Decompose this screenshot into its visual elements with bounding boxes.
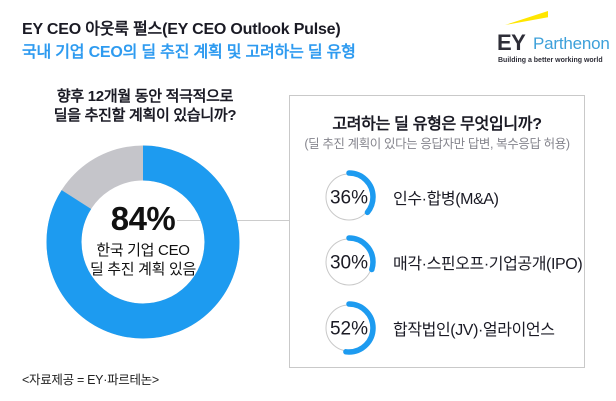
- deal-type-row-ma: 36% 인수·합병(M&A): [320, 168, 499, 226]
- donut-caption: 한국 기업 CEO 딜 추진 계획 있음: [90, 241, 196, 279]
- gauge-percent-value: 52%: [330, 319, 368, 340]
- ey-parthenon-logo: EY Parthenon Building a better working w…: [494, 8, 612, 68]
- donut-percent-value: 84%: [110, 199, 176, 237]
- donut-value-segment: [46, 145, 240, 339]
- question-line-1: 향후 12개월 동안 적극적으로: [56, 88, 234, 105]
- gauge-chart-ma: 36%: [322, 170, 376, 224]
- gauge-value-arc: [322, 170, 376, 224]
- gauge-percent-value: 36%: [330, 188, 368, 209]
- gauge-chart-jv-alliance: 52%: [322, 301, 376, 355]
- gauge-chart-divest-ipo: 30%: [322, 235, 376, 289]
- source-credit: <자료제공 = EY·파르테논>: [22, 373, 159, 387]
- deal-type-label: 매각·스핀오프·기업공개(IPO): [393, 256, 583, 273]
- logo-parthenon-text: Parthenon: [533, 34, 610, 53]
- panel-heading: 고려하는 딜 유형은 무엇입니까?: [332, 116, 542, 133]
- donut-caption-line-2: 딜 추진 계획 있음: [89, 260, 197, 278]
- deal-plan-donut-chart: [46, 145, 240, 339]
- ey-beam-icon: [505, 11, 548, 25]
- donut-caption-line-1: 한국 기업 CEO: [96, 241, 190, 259]
- question-line-2: 딜을 추진할 계획이 있습니까?: [53, 107, 237, 124]
- deal-type-row-divest-ipo: 30% 매각·스핀오프·기업공개(IPO): [320, 233, 583, 291]
- page-subtitle: 국내 기업 CEO의 딜 추진 계획 및 고려하는 딜 유형: [22, 44, 356, 61]
- page-title: EY CEO 아웃룩 펄스(EY CEO Outlook Pulse): [22, 21, 341, 38]
- deal-types-panel: 고려하는 딜 유형은 무엇입니까? (딜 추진 계획이 있다는 응답자만 답변,…: [289, 95, 585, 368]
- donut-center-label: 84% 한국 기업 CEO 딜 추진 계획 있음: [43, 139, 243, 339]
- logo-ey-text: EY: [497, 30, 526, 55]
- deal-type-row-jv-alliance: 52% 합작법인(JV)·얼라이언스: [320, 299, 555, 357]
- deal-type-label: 인수·합병(M&A): [393, 191, 499, 208]
- gauge-value-arc: [322, 235, 376, 289]
- gauge-value-arc: [322, 301, 376, 355]
- gauge-percent-value: 30%: [330, 253, 368, 274]
- logo-tagline: Building a better working world: [498, 57, 603, 64]
- left-chart-question: 향후 12개월 동안 적극적으로 딜을 추진할 계획이 있습니까?: [20, 87, 270, 125]
- deal-type-label: 합작법인(JV)·얼라이언스: [393, 322, 555, 339]
- panel-subheading: (딜 추진 계획이 있다는 응답자만 답변, 복수응답 허용): [304, 137, 570, 151]
